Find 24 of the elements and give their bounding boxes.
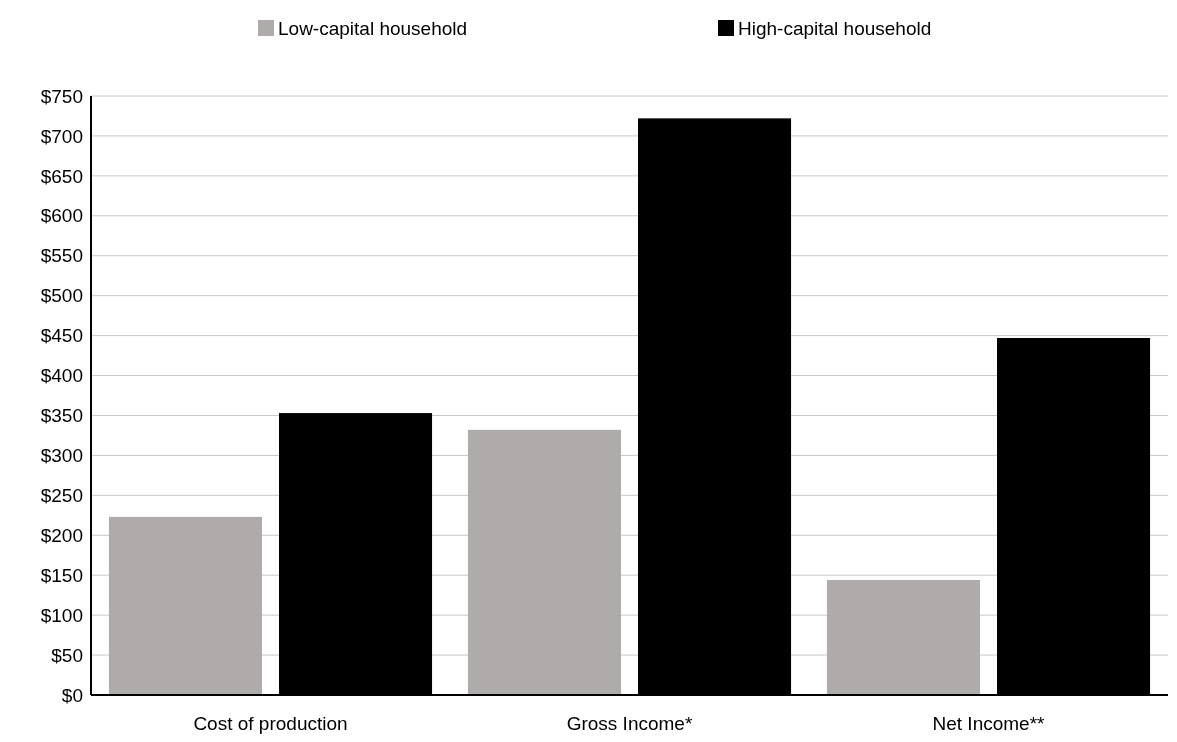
y-tick-label: $700 (40, 125, 83, 147)
y-tick-label: $600 (40, 205, 83, 227)
x-tick-label: Gross Income* (566, 713, 693, 734)
y-tick-label: $500 (40, 285, 83, 307)
bar (108, 516, 262, 695)
y-tick-label: $0 (61, 684, 83, 706)
y-tick-label: $450 (40, 325, 83, 347)
x-tick-label: Cost of production (193, 713, 348, 734)
y-tick-label: $400 (40, 365, 83, 387)
bar (467, 429, 621, 695)
y-tick-label: $350 (40, 405, 83, 427)
y-tick-label: $650 (40, 165, 83, 187)
y-tick-label: $550 (40, 245, 83, 267)
y-tick-label: $300 (40, 445, 83, 467)
x-tick-label: Net Income** (932, 713, 1046, 734)
y-tick-label: $50 (51, 644, 83, 666)
y-tick-label: $200 (40, 524, 83, 546)
y-tick-label: $250 (40, 484, 83, 506)
bar (826, 579, 980, 695)
y-tick-label: $100 (40, 604, 83, 626)
y-tick-label: $750 (40, 85, 83, 107)
legend-label: High-capital household (738, 17, 932, 39)
legend-label: Low-capital household (278, 17, 468, 39)
y-tick-label: $150 (40, 564, 83, 586)
